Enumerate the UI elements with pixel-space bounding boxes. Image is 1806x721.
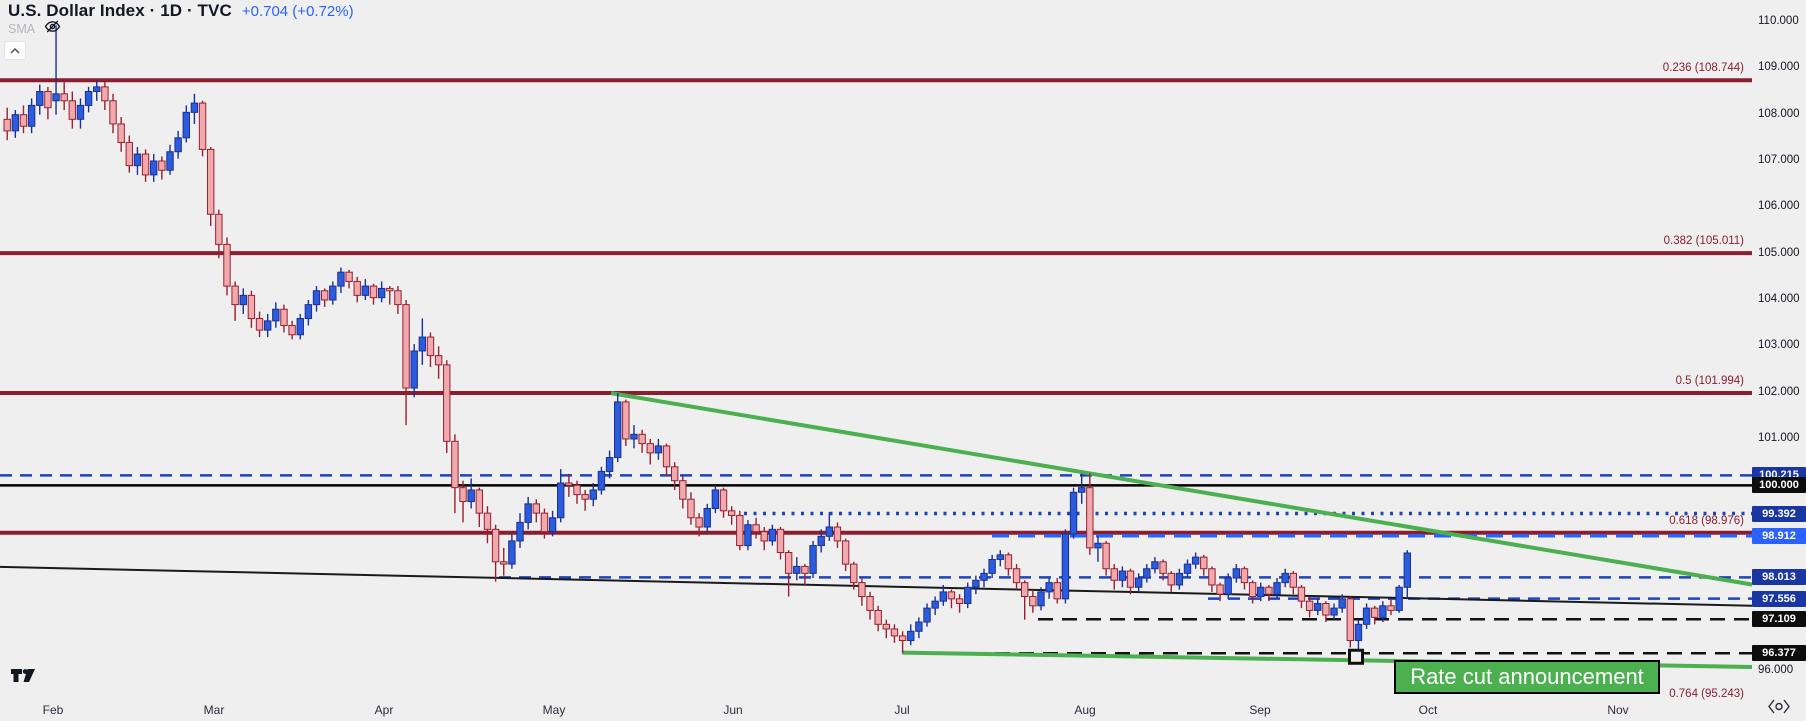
eye-hidden-icon[interactable] xyxy=(44,18,61,40)
candle-series[interactable] xyxy=(3,25,1411,654)
price-level-label-box: 99.392 xyxy=(1752,505,1806,522)
time-axis-month-label: Mar xyxy=(203,703,225,717)
symbol-change: +0.704 (+0.72%) xyxy=(241,3,354,20)
price-axis-tick-label: 101.000 xyxy=(1758,431,1800,444)
rate-cut-annotation-text: Rate cut announcement xyxy=(1410,664,1644,689)
price-axis-tick-label: 109.000 xyxy=(1758,61,1800,74)
time-axis-month-label: Feb xyxy=(42,703,64,717)
rate-cut-annotation[interactable]: Rate cut announcement xyxy=(1394,660,1660,694)
time-axis-month-label: Jul xyxy=(894,703,910,717)
price-level-label-box: 100.000 xyxy=(1752,477,1806,494)
price-level-label-box: 97.109 xyxy=(1752,611,1806,628)
time-axis-month-label: Apr xyxy=(374,703,394,717)
symbol-header: U.S. Dollar Index · 1D · TVC +0.704 (+0.7… xyxy=(8,1,354,21)
price-axis-tick-label: 110.000 xyxy=(1758,15,1799,27)
time-axis-month-label: Sep xyxy=(1249,703,1271,717)
descending-black-trendline[interactable] xyxy=(0,565,1753,607)
sma-indicator-label[interactable]: SMA xyxy=(8,22,36,36)
price-axis-tick-label: 104.000 xyxy=(1758,292,1800,305)
fib-level-label: 0.382 (105.011) xyxy=(1663,235,1744,248)
chevron-up-icon xyxy=(10,47,20,54)
time-axis-month-label: Oct xyxy=(1418,703,1438,717)
time-axis-month-label: Nov xyxy=(1607,703,1629,717)
price-axis-tick-label: 108.000 xyxy=(1758,107,1800,120)
price-axis-tick-label: 96.000 xyxy=(1758,663,1794,676)
price-scale-settings-icon[interactable] xyxy=(1766,698,1792,720)
time-axis-month-label: May xyxy=(542,703,566,717)
price-axis-tick-label: 102.000 xyxy=(1758,385,1800,398)
price-level-label-box: 97.556 xyxy=(1752,590,1806,607)
fib-level-label: 0.764 (95.243) xyxy=(1669,687,1744,700)
fib-level-label: 0.236 (108.744) xyxy=(1662,62,1744,75)
time-axis-month-label: Jun xyxy=(723,703,743,717)
tradingview-logo[interactable] xyxy=(10,666,36,689)
time-axis-month-label: Aug xyxy=(1074,703,1096,717)
price-level-label-box: 96.377 xyxy=(1752,645,1806,662)
price-axis-tick-label: 105.000 xyxy=(1758,246,1800,259)
price-axis-tick-label: 103.000 xyxy=(1758,339,1800,352)
price-axis-tick-label: 106.000 xyxy=(1758,200,1800,213)
symbol-title: U.S. Dollar Index · 1D · TVC xyxy=(8,1,232,20)
descending-green-trendline[interactable] xyxy=(610,391,1753,587)
price-level-label-box: 98.912 xyxy=(1752,527,1806,544)
fib-level-label: 0.5 (101.994) xyxy=(1675,374,1744,387)
price-level-label-box: 98.013 xyxy=(1752,569,1806,586)
collapse-legend-button[interactable] xyxy=(4,41,26,60)
candlestick-chart-canvas[interactable] xyxy=(0,0,1806,697)
indicator-legend[interactable]: SMA xyxy=(8,20,61,38)
price-axis-tick-label: 107.000 xyxy=(1758,153,1800,166)
drawing-anchor-square[interactable] xyxy=(1348,648,1364,665)
fib-level-label: 0.618 (98.976) xyxy=(1669,514,1744,527)
